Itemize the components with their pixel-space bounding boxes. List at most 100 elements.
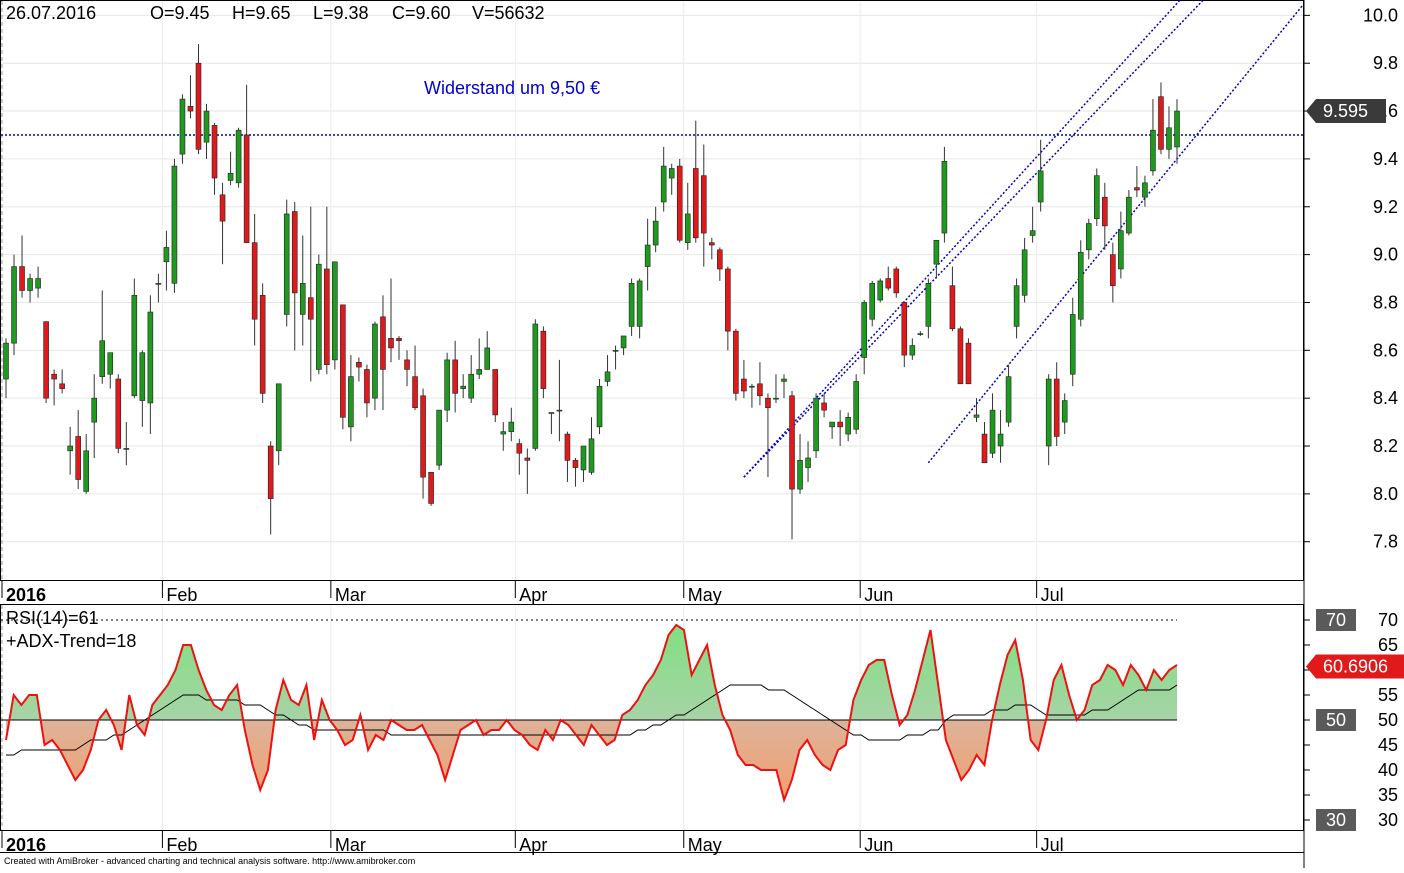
candle xyxy=(283,199,290,327)
candle-body xyxy=(789,395,795,490)
candle-body xyxy=(484,347,491,370)
candle xyxy=(428,472,434,506)
candle xyxy=(1094,168,1100,226)
footer-credit: Created with AmiBroker - advanced charti… xyxy=(4,856,415,866)
candle-body xyxy=(316,263,322,370)
candle-body xyxy=(340,304,346,418)
candle xyxy=(59,369,65,394)
candle-body xyxy=(452,359,458,394)
candle-body xyxy=(917,333,924,335)
candle xyxy=(548,412,555,435)
candle-body xyxy=(1029,230,1036,236)
candle-body xyxy=(155,283,162,285)
candle xyxy=(524,448,531,494)
month-label: Mar xyxy=(335,835,366,855)
candle xyxy=(500,422,507,451)
month-label: Feb xyxy=(166,835,197,855)
candle xyxy=(243,84,250,243)
candle xyxy=(837,410,843,447)
candle xyxy=(580,445,587,482)
candle-body xyxy=(692,168,699,239)
rsi-fill-above xyxy=(6,625,1177,720)
candle xyxy=(1118,211,1124,279)
candle-body xyxy=(1005,376,1012,423)
candle xyxy=(933,239,940,279)
rsi-plot xyxy=(1,623,1178,804)
candle xyxy=(452,340,458,413)
candle-body xyxy=(147,311,154,404)
header-low: L=9.38 xyxy=(313,3,369,23)
candle-body xyxy=(372,323,378,399)
candle-body xyxy=(11,266,17,344)
candle xyxy=(709,237,715,260)
month-label: May xyxy=(688,835,722,855)
candle xyxy=(372,321,378,411)
candle-body xyxy=(773,397,779,400)
candle xyxy=(299,235,306,346)
candle xyxy=(997,410,1004,463)
rsi-fill-below xyxy=(6,720,1177,800)
candle-body xyxy=(388,338,394,349)
candle-body xyxy=(668,168,675,179)
candle xyxy=(227,151,234,186)
candle xyxy=(781,374,787,399)
candle xyxy=(789,390,795,540)
candle xyxy=(540,326,547,399)
candle-body xyxy=(540,330,547,389)
candle-body xyxy=(163,247,170,263)
candle-body xyxy=(179,98,186,155)
candle-body xyxy=(3,342,9,380)
month-label: Apr xyxy=(519,585,547,605)
candle-body xyxy=(508,421,515,432)
candle-body xyxy=(572,460,579,468)
candle-body xyxy=(1013,285,1020,327)
candle xyxy=(11,254,17,356)
candle-body xyxy=(941,161,948,234)
candle xyxy=(885,266,892,291)
candle-body xyxy=(227,172,234,181)
candle-body xyxy=(1069,314,1076,375)
candle-body xyxy=(1077,251,1084,320)
candle-body xyxy=(701,175,707,234)
candle-body xyxy=(1150,129,1156,172)
price-tick-label: 10.0 xyxy=(1363,5,1398,25)
candle xyxy=(388,278,394,363)
candle-body xyxy=(219,194,226,222)
candle xyxy=(99,290,106,384)
candle-body xyxy=(797,460,803,490)
candle-body xyxy=(877,280,884,301)
candle-body xyxy=(444,359,450,411)
candle-body xyxy=(307,297,314,320)
candle xyxy=(869,280,876,327)
candle xyxy=(588,417,595,475)
candle xyxy=(941,146,948,243)
candle-body xyxy=(973,414,980,418)
candle-body xyxy=(893,268,900,294)
candle xyxy=(925,278,932,339)
candle xyxy=(733,328,739,401)
rsi-last-badge xyxy=(1306,654,1404,679)
price-tick-label: 9.0 xyxy=(1373,245,1398,265)
candle xyxy=(1085,218,1092,260)
level-badge-label: 50 xyxy=(1326,710,1346,730)
candle-body xyxy=(644,244,651,267)
candle-body xyxy=(67,445,73,452)
price-tick-label: 9.4 xyxy=(1373,149,1398,169)
rsi-tick-label: 55 xyxy=(1378,685,1398,705)
candle-body xyxy=(620,335,627,349)
candle xyxy=(1021,237,1028,303)
candle-body xyxy=(259,294,266,394)
candle xyxy=(251,213,258,346)
candle-body xyxy=(733,330,739,394)
candle xyxy=(917,331,924,336)
candle xyxy=(211,123,218,195)
candle-body xyxy=(123,448,130,450)
candle-body xyxy=(837,421,843,428)
price-tick-label: 8.0 xyxy=(1373,484,1398,504)
candle-body xyxy=(195,62,202,150)
last-price-badge xyxy=(1306,99,1386,124)
candle-body xyxy=(965,342,972,385)
candle-body xyxy=(957,328,964,385)
candle-body xyxy=(332,261,338,361)
candle-body xyxy=(925,283,932,327)
